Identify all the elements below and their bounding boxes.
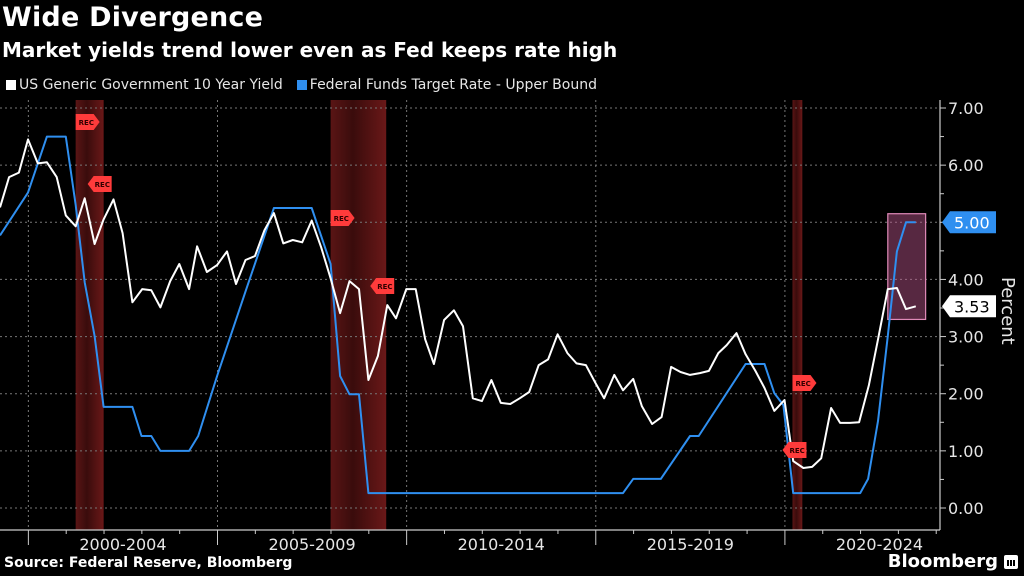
recession-badge: REC xyxy=(782,442,807,458)
last-value-badge xyxy=(942,211,996,234)
recession-badge-shape xyxy=(792,375,817,391)
bloomberg-chart-icon xyxy=(1004,554,1018,569)
y-tick-label: 3.00 xyxy=(948,328,984,347)
recession-badge-label: REC xyxy=(334,215,349,223)
recession-badge: REC xyxy=(75,114,100,130)
chart-subtitle: Market yields trend lower even as Fed ke… xyxy=(2,38,618,62)
highlight-box xyxy=(887,213,927,321)
y-axis-label: Percent xyxy=(997,277,1018,345)
recession-badge: REC xyxy=(370,278,395,294)
recession-bands xyxy=(75,100,803,530)
y-tick-label: 0.00 xyxy=(948,499,984,518)
y-tick-label: 6.00 xyxy=(948,156,984,175)
y-tick-label: 2.00 xyxy=(948,385,984,404)
y-tick-label: 4.00 xyxy=(948,270,984,289)
x-tick-label: 2010-2014 xyxy=(458,535,545,554)
recession-badge-label: REC xyxy=(377,283,392,291)
recession-badge-label: REC xyxy=(795,380,810,388)
series-line-fed-funds xyxy=(0,135,916,495)
brand-name: Bloomberg xyxy=(887,551,998,572)
grid-lines xyxy=(0,100,940,530)
last-value-label-fed-funds: 5.00 xyxy=(942,211,996,234)
last-value-text: 5.00 xyxy=(954,213,990,232)
axes: 0.001.002.003.004.005.006.007.002000-200… xyxy=(0,99,984,554)
legend-item-10y-yield[interactable]: US Generic Government 10 Year Yield xyxy=(6,77,283,93)
chart-title: Wide Divergence xyxy=(2,2,264,33)
x-tick-label: 2005-2009 xyxy=(268,535,355,554)
legend-label-fed-funds: Federal Funds Target Rate - Upper Bound xyxy=(309,77,597,93)
recession-badge-shape xyxy=(370,278,395,294)
last-value-labels: 5.00 3.53 xyxy=(942,211,996,318)
recession-badge: REC xyxy=(792,375,817,391)
recession-badge-label: REC xyxy=(789,447,804,455)
y-tick-label: 1.00 xyxy=(948,442,984,461)
recession-badges: REC REC REC REC REC REC xyxy=(75,114,817,458)
last-value-badge xyxy=(942,295,996,318)
recession-band xyxy=(792,100,803,530)
last-value-text: 3.53 xyxy=(954,297,990,316)
recession-badge-shape xyxy=(87,176,112,192)
legend: US Generic Government 10 Year Yield Fede… xyxy=(6,77,597,93)
legend-swatch-fed-funds xyxy=(296,80,307,90)
recession-badge-shape xyxy=(782,442,807,458)
recession-band xyxy=(75,100,104,530)
y-tick-label: 7.00 xyxy=(948,99,984,118)
series-line-10y-yield xyxy=(0,138,917,469)
legend-label-10y-yield: US Generic Government 10 Year Yield xyxy=(19,77,283,93)
x-tick-label: 2015-2019 xyxy=(647,535,734,554)
series-lines xyxy=(0,135,917,495)
x-tick-label: 2000-2004 xyxy=(79,535,166,554)
legend-swatch-10y-yield xyxy=(6,80,16,90)
brand-logo: Bloomberg xyxy=(888,551,1018,572)
recession-badge: REC xyxy=(330,210,355,226)
last-value-label-10y-yield: 3.53 xyxy=(942,295,996,318)
source-note: Source: Federal Reserve, Bloomberg xyxy=(4,555,293,571)
highlight-box-group xyxy=(887,213,927,321)
recession-badge: REC xyxy=(87,176,112,192)
recession-badge-shape xyxy=(75,114,100,130)
recession-badge-label: REC xyxy=(79,119,94,127)
legend-item-fed-funds[interactable]: Federal Funds Target Rate - Upper Bound xyxy=(296,77,597,93)
x-tick-label: 2020-2024 xyxy=(836,535,923,554)
recession-band xyxy=(330,100,387,530)
recession-badge-shape xyxy=(330,210,355,226)
recession-badge-label: REC xyxy=(95,181,110,189)
